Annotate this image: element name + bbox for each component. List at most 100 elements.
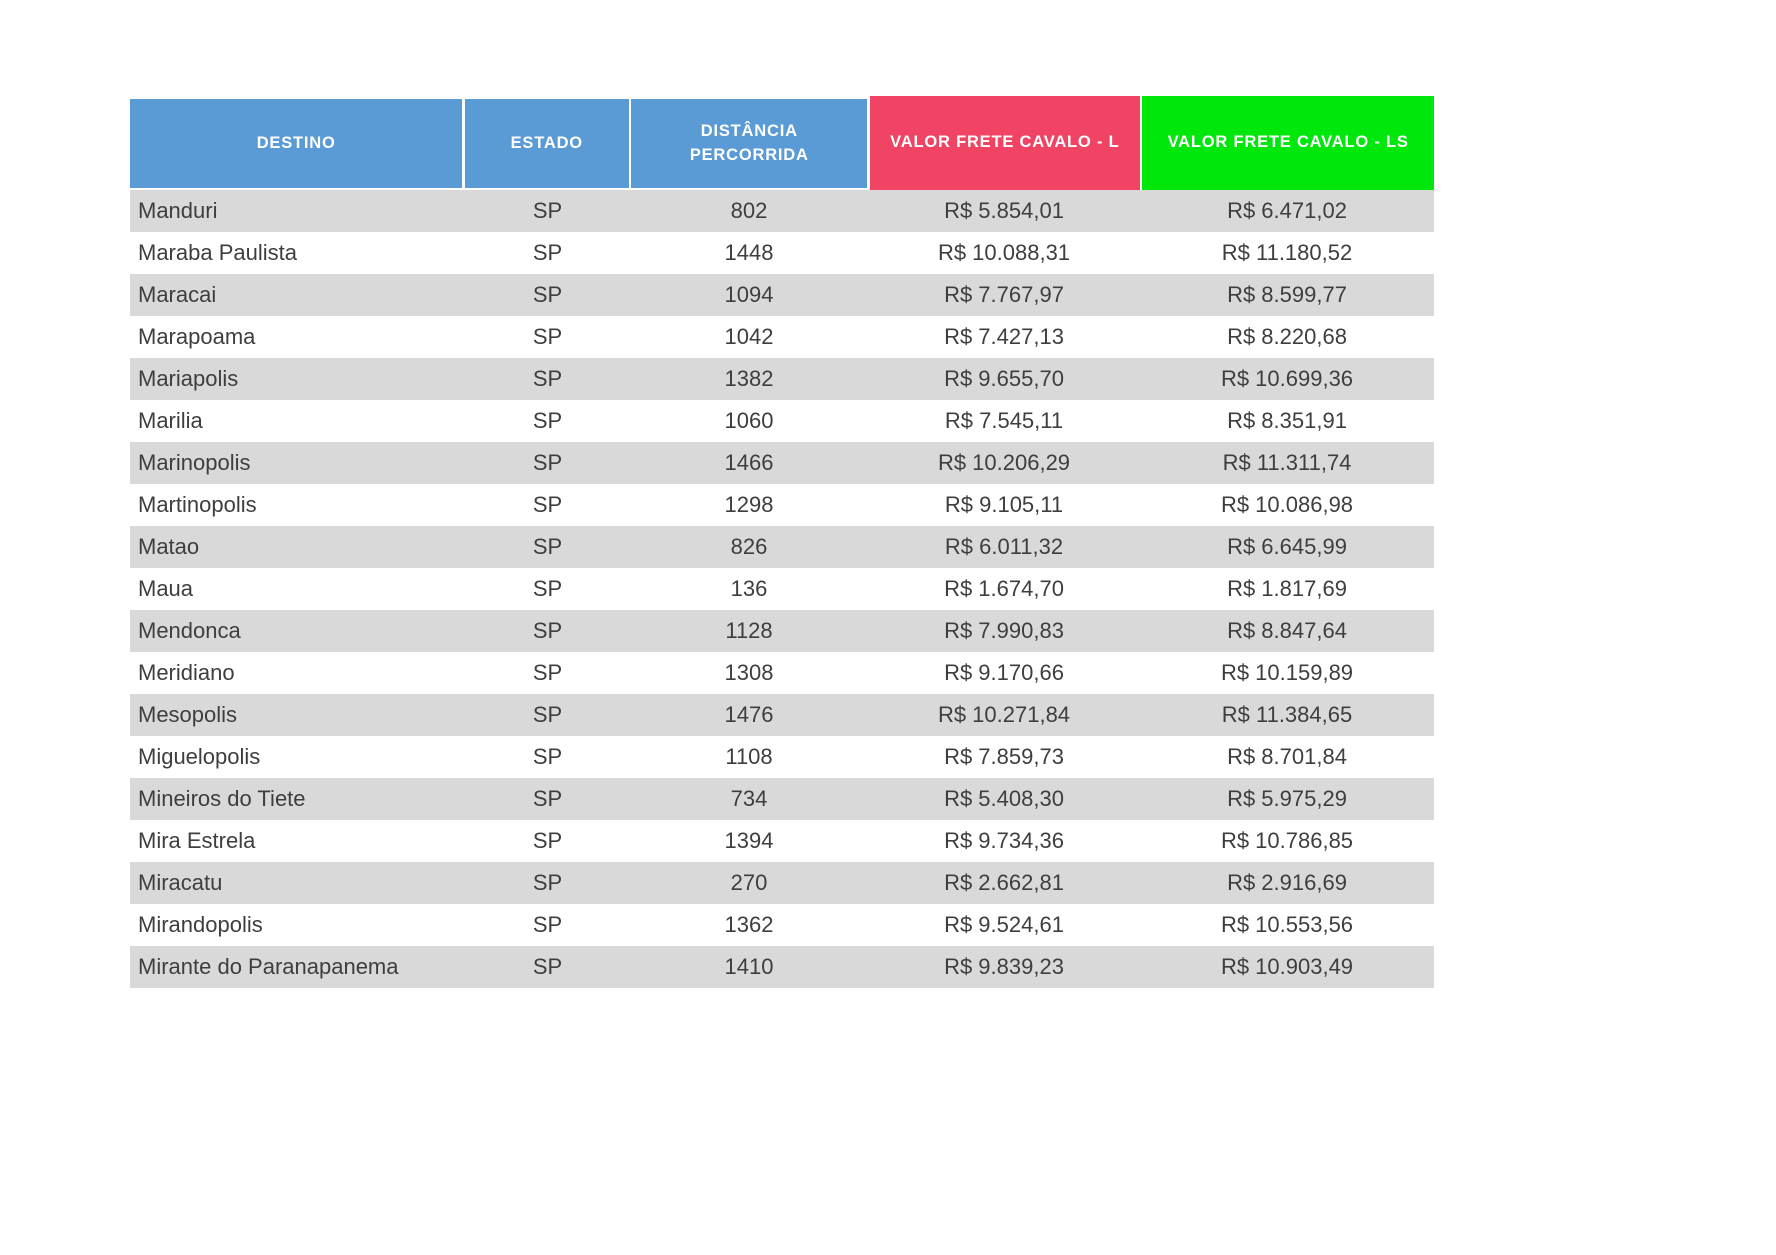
valor-frete-ls-cell: R$ 6.471,02 bbox=[1227, 198, 1347, 223]
distancia-cell: 1382 bbox=[724, 366, 774, 391]
valor-frete-l-cell: R$ 9.105,11 bbox=[944, 492, 1064, 517]
estado-cell: SP bbox=[532, 702, 563, 727]
valor-frete-ls-cell: R$ 2.916,69 bbox=[1227, 870, 1347, 895]
valor-frete-ls-cell: R$ 10.786,85 bbox=[1220, 828, 1354, 853]
table-row: Mendonca SP 1128 R$ 7.990,83 R$ 8.847,64 bbox=[130, 610, 1434, 652]
table-row: Miracatu SP 270 R$ 2.662,81 R$ 2.916,69 bbox=[130, 862, 1434, 904]
valor-frete-l-cell: R$ 7.427,13 bbox=[944, 324, 1064, 349]
valor-frete-l-cell: R$ 6.011,32 bbox=[944, 534, 1064, 559]
distancia-cell: 802 bbox=[730, 198, 768, 223]
estado-cell: SP bbox=[532, 828, 563, 853]
distancia-cell: 1094 bbox=[724, 282, 774, 307]
valor-frete-l-cell: R$ 10.088,31 bbox=[937, 240, 1071, 265]
valor-frete-ls-cell: R$ 10.903,49 bbox=[1220, 954, 1354, 979]
valor-frete-l-cell: R$ 10.271,84 bbox=[937, 702, 1071, 727]
estado-cell: SP bbox=[532, 366, 563, 391]
estado-cell: SP bbox=[532, 786, 563, 811]
distancia-cell: 1108 bbox=[725, 744, 773, 769]
valor-frete-ls-cell: R$ 11.384,65 bbox=[1221, 702, 1353, 727]
estado-cell: SP bbox=[532, 660, 563, 685]
destino-cell: Miracatu bbox=[138, 870, 223, 895]
column-header-estado: ESTADO bbox=[464, 99, 629, 188]
distancia-cell: 1410 bbox=[724, 954, 774, 979]
table-row: Meridiano SP 1308 R$ 9.170,66 R$ 10.159,… bbox=[130, 652, 1434, 694]
valor-frete-l-cell: R$ 5.408,30 bbox=[944, 786, 1064, 811]
distancia-cell: 136 bbox=[730, 576, 768, 601]
valor-frete-ls-cell: R$ 11.180,52 bbox=[1221, 240, 1353, 265]
valor-frete-l-cell: R$ 2.662,81 bbox=[944, 870, 1064, 895]
column-header-valor-frete-cavalo-l: VALOR FRETE CAVALO - L bbox=[869, 96, 1140, 190]
valor-frete-l-cell: R$ 9.839,23 bbox=[944, 954, 1064, 979]
distancia-cell: 1298 bbox=[724, 492, 774, 517]
estado-cell: SP bbox=[532, 744, 563, 769]
destino-cell: Matao bbox=[138, 534, 200, 559]
table-row: Martinopolis SP 1298 R$ 9.105,11 R$ 10.0… bbox=[130, 484, 1434, 526]
valor-frete-l-cell: R$ 7.990,83 bbox=[944, 618, 1064, 643]
valor-frete-l-cell: R$ 7.767,97 bbox=[944, 282, 1064, 307]
valor-frete-ls-cell: R$ 11.311,74 bbox=[1222, 450, 1352, 475]
distancia-cell: 270 bbox=[730, 870, 768, 895]
destino-cell: Meridiano bbox=[138, 660, 235, 685]
table-row: Marinopolis SP 1466 R$ 10.206,29 R$ 11.3… bbox=[130, 442, 1434, 484]
table-row: Mineiros do Tiete SP 734 R$ 5.408,30 R$ … bbox=[130, 778, 1434, 820]
table-row: Matao SP 826 R$ 6.011,32 R$ 6.645,99 bbox=[130, 526, 1434, 568]
estado-cell: SP bbox=[532, 870, 563, 895]
valor-frete-ls-cell: R$ 8.847,64 bbox=[1227, 618, 1347, 643]
valor-frete-l-cell: R$ 10.206,29 bbox=[937, 450, 1071, 475]
valor-frete-ls-cell: R$ 5.975,29 bbox=[1227, 786, 1347, 811]
estado-cell: SP bbox=[532, 576, 563, 601]
distancia-cell: 826 bbox=[730, 534, 768, 559]
valor-frete-ls-cell: R$ 10.699,36 bbox=[1220, 366, 1354, 391]
valor-frete-l-cell: R$ 9.524,61 bbox=[944, 912, 1064, 937]
distancia-cell: 1042 bbox=[724, 324, 774, 349]
destino-cell: Marinopolis bbox=[138, 450, 251, 475]
table-row: Maracai SP 1094 R$ 7.767,97 R$ 8.599,77 bbox=[130, 274, 1434, 316]
estado-cell: SP bbox=[532, 954, 563, 979]
distancia-cell: 1394 bbox=[724, 828, 774, 853]
column-header-valor-frete-cavalo-ls: VALOR FRETE CAVALO - LS bbox=[1142, 96, 1435, 190]
valor-frete-l-cell: R$ 9.170,66 bbox=[944, 660, 1064, 685]
estado-cell: SP bbox=[532, 912, 563, 937]
table-row: Mariapolis SP 1382 R$ 9.655,70 R$ 10.699… bbox=[130, 358, 1434, 400]
destino-cell: Maracai bbox=[138, 282, 217, 307]
table-header-row: DESTINO ESTADO DISTÂNCIA PERCORRIDA VALO… bbox=[130, 96, 1435, 190]
table-row: Maraba Paulista SP 1448 R$ 10.088,31 R$ … bbox=[130, 232, 1434, 274]
destino-cell: Miguelopolis bbox=[138, 744, 261, 769]
destino-cell: Manduri bbox=[138, 198, 218, 223]
valor-frete-ls-cell: R$ 8.599,77 bbox=[1227, 282, 1347, 307]
estado-cell: SP bbox=[532, 618, 563, 643]
distancia-cell: 1128 bbox=[725, 618, 773, 643]
destino-cell: Mendonca bbox=[138, 618, 241, 643]
table-row: Mirandopolis SP 1362 R$ 9.524,61 R$ 10.5… bbox=[130, 904, 1434, 946]
distancia-cell: 734 bbox=[730, 786, 768, 811]
destino-cell: Mariapolis bbox=[138, 366, 239, 391]
valor-frete-l-cell: R$ 9.655,70 bbox=[944, 366, 1064, 391]
valor-frete-ls-cell: R$ 10.086,98 bbox=[1220, 492, 1354, 517]
table-row: Marapoama SP 1042 R$ 7.427,13 R$ 8.220,6… bbox=[130, 316, 1434, 358]
freight-price-table: DESTINO ESTADO DISTÂNCIA PERCORRIDA VALO… bbox=[130, 96, 1435, 988]
destino-cell: Maraba Paulista bbox=[138, 240, 297, 265]
estado-cell: SP bbox=[532, 408, 563, 433]
estado-cell: SP bbox=[532, 198, 563, 223]
valor-frete-ls-cell: R$ 8.220,68 bbox=[1227, 324, 1347, 349]
valor-frete-ls-cell: R$ 1.817,69 bbox=[1227, 576, 1347, 601]
valor-frete-ls-cell: R$ 10.159,89 bbox=[1220, 660, 1354, 685]
table-row: Mira Estrela SP 1394 R$ 9.734,36 R$ 10.7… bbox=[130, 820, 1434, 862]
estado-cell: SP bbox=[532, 534, 563, 559]
table-row: Manduri SP 802 R$ 5.854,01 R$ 6.471,02 bbox=[130, 190, 1434, 232]
valor-frete-l-cell: R$ 5.854,01 bbox=[944, 198, 1064, 223]
destino-cell: Mineiros do Tiete bbox=[138, 786, 306, 811]
valor-frete-ls-cell: R$ 8.351,91 bbox=[1227, 408, 1347, 433]
destino-cell: Marilia bbox=[138, 408, 203, 433]
destino-cell: Mirante do Paranapanema bbox=[138, 954, 399, 979]
estado-cell: SP bbox=[532, 492, 563, 517]
destino-cell: Maua bbox=[138, 576, 194, 601]
distancia-cell: 1362 bbox=[724, 912, 774, 937]
table-row: Maua SP 136 R$ 1.674,70 R$ 1.817,69 bbox=[130, 568, 1434, 610]
valor-frete-l-cell: R$ 7.545,11 bbox=[944, 408, 1064, 433]
destino-cell: Mira Estrela bbox=[138, 828, 256, 853]
estado-cell: SP bbox=[532, 240, 563, 265]
valor-frete-ls-cell: R$ 10.553,56 bbox=[1220, 912, 1354, 937]
column-header-destino: DESTINO bbox=[130, 99, 463, 188]
table-row: Miguelopolis SP 1108 R$ 7.859,73 R$ 8.70… bbox=[130, 736, 1434, 778]
